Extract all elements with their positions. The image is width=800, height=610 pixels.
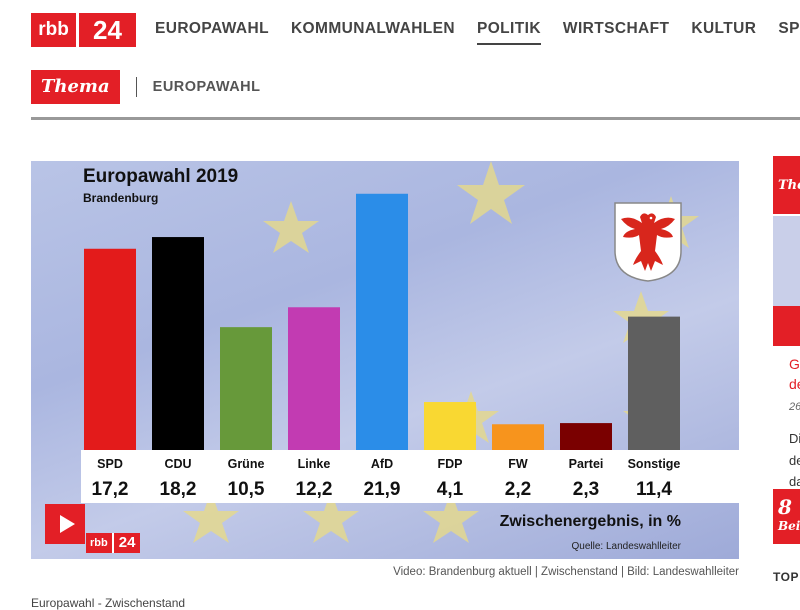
bar-cdu	[152, 237, 204, 450]
rail-badge-label: Beit	[778, 519, 800, 533]
chart-subtitle: Brandenburg	[83, 191, 159, 205]
bar-sonstige	[628, 316, 680, 450]
video-logo: rbb 24	[86, 533, 141, 553]
right-rail: The G de 26 Di de da 8 Beit	[773, 156, 800, 605]
rail-badge-icon: 8	[778, 495, 792, 519]
value-label: 2,2	[504, 479, 532, 500]
category-label: Sonstige	[627, 457, 681, 471]
value-label: 4,1	[436, 479, 464, 500]
value-label: 17,2	[91, 479, 129, 500]
chart-source: Quelle: Landeswahlleiter	[571, 541, 681, 552]
brandenburg-eagle-icon	[614, 202, 682, 282]
category-label: SPD	[97, 457, 123, 471]
thema-link-europawahl[interactable]: EUROPAWAHL	[152, 79, 261, 95]
category-label: Grüne	[227, 457, 265, 471]
bar-afd	[356, 193, 408, 450]
main-nav: EUROPAWAHL KOMMUNALWAHLEN POLITIK WIRTSC…	[155, 20, 800, 45]
play-button[interactable]	[45, 504, 85, 544]
flag-star	[263, 201, 319, 253]
logo-rbb: rbb	[31, 13, 76, 47]
video-title: Europawahl - Zwischenstand	[31, 596, 186, 610]
nav-politik[interactable]: POLITIK	[476, 20, 541, 45]
category-label: Linke	[297, 457, 331, 471]
flag-star	[183, 491, 239, 543]
thema-divider	[135, 77, 137, 97]
bar-linke	[288, 307, 340, 450]
bar-spd	[84, 248, 136, 450]
bar-partei	[560, 423, 612, 450]
category-label: Partei	[568, 457, 604, 471]
value-label: 12,2	[295, 479, 333, 500]
rbb24-logo[interactable]: rbb 24	[31, 13, 136, 47]
value-label: 10,5	[227, 479, 265, 500]
video-caption: Video: Brandenburg aktuell | Zwischensta…	[393, 566, 739, 578]
rail-headline-1[interactable]: G	[789, 356, 800, 372]
category-label: FW	[508, 457, 528, 471]
thema-bar: Thema EUROPAWAHL	[31, 70, 261, 104]
header-divider	[31, 117, 800, 120]
category-label: AfD	[370, 457, 394, 471]
rail-headline-2[interactable]: de	[789, 376, 800, 392]
rail-thema-badge: The	[773, 156, 800, 214]
rail-top-label: TOP	[773, 570, 799, 584]
rail-date: 26	[789, 401, 800, 413]
bar-grüne	[220, 327, 272, 450]
bar-chart	[84, 193, 680, 450]
rail-body-2: de	[789, 453, 800, 468]
chart-title: Europawahl 2019	[83, 166, 239, 187]
bar-fdp	[424, 402, 476, 450]
value-label: 11,4	[636, 479, 672, 500]
category-label: CDU	[164, 457, 192, 471]
rail-body-3: da	[789, 474, 800, 489]
video-logo-24: 24	[111, 533, 141, 553]
logo-24: 24	[76, 13, 136, 47]
chart-note: Zwischenergebnis, in %	[499, 513, 681, 530]
rail-image-red-block	[773, 306, 800, 346]
nav-europawahl[interactable]: EUROPAWAHL	[155, 20, 269, 37]
value-label: 21,9	[363, 479, 401, 500]
play-icon	[59, 515, 75, 533]
rail-teaser-image[interactable]	[773, 216, 800, 346]
category-label: FDP	[437, 457, 463, 471]
flag-star	[457, 161, 525, 224]
rail-beitrag-badge: 8 Beit	[773, 489, 800, 544]
nav-sport[interactable]: SPORT	[778, 20, 800, 37]
value-label: 2,3	[572, 479, 600, 500]
rail-body-1: Di	[789, 431, 800, 446]
nav-kommunalwahlen[interactable]: KOMMUNALWAHLEN	[290, 20, 455, 37]
nav-wirtschaft[interactable]: WIRTSCHAFT	[562, 20, 670, 37]
value-label: 18,2	[159, 479, 197, 500]
flag-star	[303, 491, 359, 543]
bar-fw	[492, 424, 544, 450]
label-strip	[81, 450, 739, 503]
flag-star	[423, 491, 479, 543]
thema-badge: Thema	[31, 70, 120, 104]
nav-kultur[interactable]: KULTUR	[691, 20, 757, 37]
video-player[interactable]: Europawahl 2019 Brandenburg SPD 17,2 CDU 18…	[31, 161, 739, 559]
video-logo-rbb: rbb	[86, 533, 112, 553]
